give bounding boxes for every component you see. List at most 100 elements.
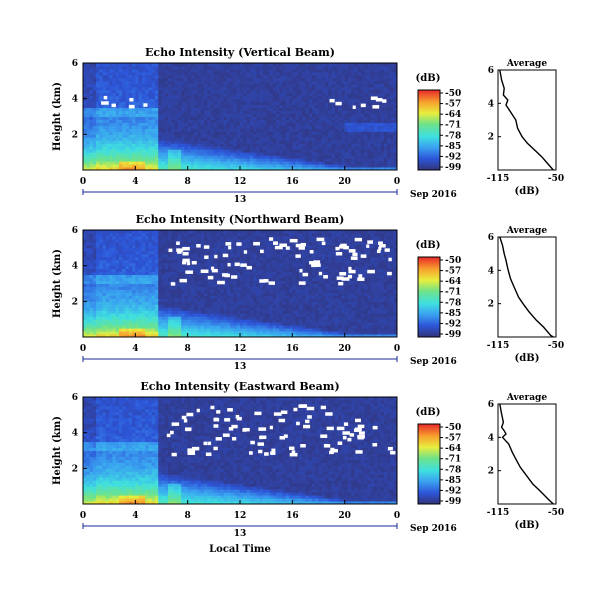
heatmap-cell xyxy=(351,143,355,147)
heatmap-cell xyxy=(325,68,329,73)
heatmap-cell xyxy=(109,250,113,255)
heatmap-cell xyxy=(151,92,156,97)
heatmap-cell xyxy=(249,86,254,91)
heatmap-cell xyxy=(190,63,195,67)
heatmap-cell xyxy=(361,125,365,129)
heatmap-cell xyxy=(311,80,316,85)
heatmap-cell xyxy=(207,155,212,159)
heatmap-cell xyxy=(207,80,212,85)
heatmap-cell xyxy=(200,140,205,144)
heatmap-cell xyxy=(109,304,113,308)
heatmap-cell xyxy=(112,107,117,112)
heatmap-cell xyxy=(161,271,166,276)
heatmap-cell xyxy=(236,158,241,162)
heatmap-cell xyxy=(367,83,372,88)
heatmap-cell xyxy=(164,259,169,264)
heatmap-cell xyxy=(357,107,362,112)
heatmap-cell xyxy=(187,238,192,243)
heatmap-cell xyxy=(158,271,162,276)
heatmap-cell xyxy=(92,95,97,100)
heatmap-cell xyxy=(243,149,248,153)
heatmap-cell xyxy=(174,304,179,308)
heatmap-cell xyxy=(96,316,100,320)
heatmap-cell xyxy=(105,274,110,279)
heatmap-cell xyxy=(204,125,208,129)
heatmap-cell xyxy=(151,262,156,267)
heatmap-cell xyxy=(393,98,398,103)
heatmap-cell xyxy=(315,125,319,129)
heatmap-cell xyxy=(305,122,310,126)
heatmap-cell xyxy=(184,316,189,320)
heatmap-cell xyxy=(305,71,310,76)
heatmap-cell xyxy=(226,122,231,126)
heatmap-cell xyxy=(275,74,280,79)
heatmap-cell xyxy=(213,289,218,293)
heatmap-cell xyxy=(285,143,290,147)
heatmap-cell xyxy=(115,271,120,276)
heatmap-cell xyxy=(338,77,342,82)
heatmap-cell xyxy=(154,155,159,159)
heatmap-cell xyxy=(364,86,369,91)
heatmap-cell xyxy=(364,113,369,117)
heatmap-cell xyxy=(194,104,198,109)
heatmap-cell xyxy=(253,98,257,103)
heatmap-cell xyxy=(387,164,391,168)
heatmap-cell xyxy=(99,80,104,85)
heatmap-cell xyxy=(96,95,100,100)
heatmap-cell xyxy=(197,98,202,103)
heatmap-cell xyxy=(305,152,310,156)
heatmap-cell xyxy=(367,161,372,165)
heatmap-cell xyxy=(354,86,359,91)
heatmap-cell xyxy=(187,316,192,320)
heatmap-cell xyxy=(148,313,153,317)
heatmap-cell xyxy=(135,244,140,249)
heatmap-cell xyxy=(194,250,198,255)
heatmap-cell xyxy=(83,164,87,168)
heatmap-cell xyxy=(204,230,208,234)
heatmap-cell xyxy=(246,116,251,120)
heatmap-cell xyxy=(393,80,398,85)
heatmap-cell xyxy=(256,104,261,109)
profile-y-tick-label: 4 xyxy=(488,99,494,109)
heatmap-cell xyxy=(207,119,212,123)
heatmap-cell xyxy=(168,95,172,100)
heatmap-cell xyxy=(207,143,212,147)
y-axis-label: Height (km) xyxy=(52,82,63,151)
heatmap-cell xyxy=(266,92,270,97)
heatmap-cell xyxy=(187,89,192,94)
heatmap-cell xyxy=(164,322,169,326)
heatmap-cell xyxy=(262,119,267,123)
heatmap-cell xyxy=(230,119,234,123)
heatmap-cell xyxy=(174,161,179,165)
heatmap-cell xyxy=(197,286,202,290)
heatmap-cell xyxy=(89,295,94,299)
heatmap-cell xyxy=(118,161,123,165)
heatmap-cell xyxy=(187,310,192,314)
heatmap-cell xyxy=(174,301,179,305)
heatmap-cell xyxy=(86,322,91,326)
heatmap-cell xyxy=(393,125,398,129)
heatmap-cell xyxy=(181,113,185,117)
heatmap-cell xyxy=(204,63,208,67)
heatmap-cell xyxy=(112,250,117,255)
heatmap-cell xyxy=(249,83,254,88)
heatmap-cell xyxy=(390,161,395,165)
heatmap-cell xyxy=(230,137,234,141)
heatmap-cell xyxy=(204,140,208,144)
heatmap-cell xyxy=(308,116,313,120)
heatmap-cell xyxy=(204,280,208,284)
heatmap-cell xyxy=(122,232,127,237)
heatmap-cell xyxy=(141,155,146,159)
heatmap-cell xyxy=(190,286,195,290)
heatmap-cell xyxy=(99,104,104,109)
heatmap-cell xyxy=(168,280,172,284)
heatmap-cell xyxy=(171,149,176,153)
heatmap-cell xyxy=(207,316,212,320)
heatmap-cell xyxy=(102,253,107,258)
heatmap-cell xyxy=(253,77,257,82)
heatmap-cell xyxy=(275,86,280,91)
heatmap-cell xyxy=(266,71,270,76)
heatmap-cell xyxy=(86,152,91,156)
heatmap-cell xyxy=(141,301,146,305)
heatmap-cell xyxy=(161,125,166,129)
